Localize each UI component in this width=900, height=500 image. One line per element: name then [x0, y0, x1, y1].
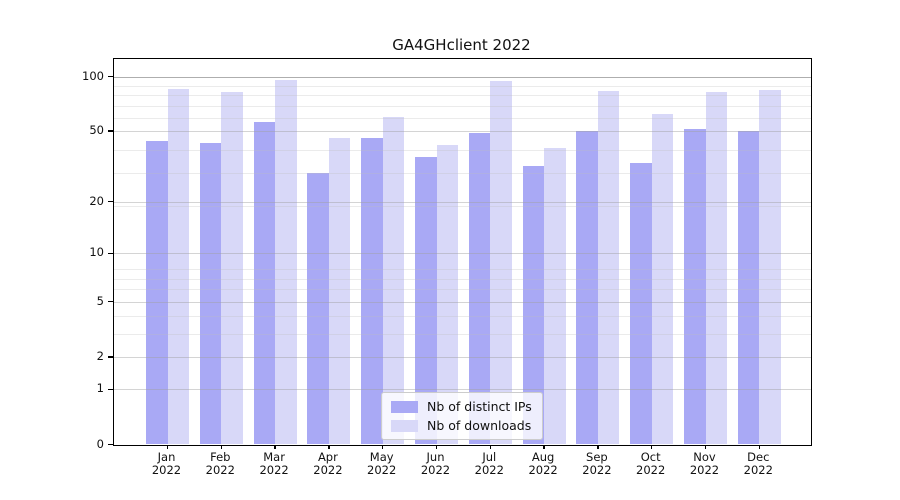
legend-swatch-downloads [391, 419, 418, 432]
x-tick-mark [489, 444, 491, 449]
y-tick-label: 100 [82, 68, 104, 83]
bar-distinct-ips-feb-2022 [199, 142, 222, 445]
bar-distinct-ips-may-2022 [361, 137, 383, 445]
x-tick-mark [435, 444, 438, 449]
y-tick-label: 2 [96, 348, 104, 363]
y-tick-label: 10 [89, 245, 104, 260]
bar-downloads-feb-2022 [221, 92, 243, 445]
y-tick-label: 1 [96, 381, 104, 396]
y-tick-label: 5 [96, 293, 104, 308]
y-tick-label: 50 [89, 122, 104, 137]
y-tick-mark [107, 252, 113, 254]
x-tick-mark [704, 444, 707, 449]
y-tick-label: 20 [89, 193, 104, 208]
y-tick-mark [107, 443, 113, 446]
x-tick-label: Jun 2022 [420, 449, 451, 477]
x-tick-mark [166, 444, 169, 449]
bar-distinct-ips-jul-2022 [468, 132, 491, 445]
legend-label-distinct-ips: Nb of distinct IPs [427, 399, 532, 414]
bar-downloads-jul-2022 [490, 81, 512, 445]
y-tick-mark [107, 75, 113, 78]
bar-distinct-ips-nov-2022 [684, 129, 706, 445]
minor-gridline [114, 85, 811, 87]
x-tick-label: May 2022 [367, 449, 397, 477]
legend-swatch-distinct-ips [391, 400, 418, 413]
plot-area: Nb of distinct IPs Nb of downloads [107, 58, 812, 449]
y-tick-mark [107, 356, 113, 358]
chart-title: GA4GHclient 2022 [392, 36, 531, 54]
x-tick-label: Sep 2022 [582, 449, 612, 477]
y-tick-mark [107, 388, 113, 390]
y-tick-label: 0 [96, 436, 104, 451]
x-tick-label: Apr 2022 [313, 449, 343, 477]
bar-distinct-ips-mar-2022 [253, 122, 276, 445]
x-tick-mark [758, 444, 760, 449]
bar-distinct-ips-sep-2022 [576, 130, 598, 445]
bar-downloads-oct-2022 [651, 114, 674, 445]
x-tick-label: Aug 2022 [528, 449, 558, 477]
bar-distinct-ips-dec-2022 [737, 130, 760, 445]
x-tick-mark [651, 444, 653, 449]
x-tick-label: Jan 2022 [151, 449, 182, 477]
legend-entry-downloads: Nb of downloads [391, 418, 532, 433]
y-tick-mark [107, 300, 113, 303]
bar-downloads-nov-2022 [705, 92, 727, 445]
y-tick-mark [107, 130, 113, 132]
bar-downloads-aug-2022 [544, 148, 566, 445]
bar-downloads-mar-2022 [275, 79, 297, 445]
x-tick-mark [274, 444, 276, 449]
major-gridline [114, 76, 811, 78]
y-tick-mark [107, 201, 113, 203]
bar-downloads-jan-2022 [167, 89, 189, 445]
bar-distinct-ips-apr-2022 [307, 173, 329, 445]
bar-downloads-dec-2022 [759, 90, 781, 445]
bar-distinct-ips-jan-2022 [146, 140, 168, 445]
x-tick-mark [543, 444, 545, 449]
bar-downloads-apr-2022 [328, 137, 351, 445]
bar-distinct-ips-aug-2022 [522, 165, 545, 445]
bar-downloads-sep-2022 [597, 91, 620, 445]
x-tick-label: Feb 2022 [205, 449, 235, 477]
legend-label-downloads: Nb of downloads [427, 418, 532, 433]
bar-downloads-jun-2022 [436, 144, 458, 445]
x-tick-mark [328, 444, 330, 449]
x-tick-label: Nov 2022 [689, 449, 720, 477]
legend: Nb of distinct IPs Nb of downloads [381, 392, 543, 440]
x-tick-label: Dec 2022 [743, 449, 773, 477]
x-tick-label: Jul 2022 [474, 449, 504, 477]
bar-distinct-ips-oct-2022 [630, 163, 652, 445]
x-tick-mark [220, 444, 222, 449]
x-tick-label: Mar 2022 [259, 449, 289, 477]
x-tick-label: Oct 2022 [636, 449, 666, 477]
x-tick-mark [382, 444, 384, 449]
x-tick-mark [597, 444, 599, 449]
bar-downloads-may-2022 [382, 116, 405, 445]
legend-entry-distinct-ips: Nb of distinct IPs [391, 399, 532, 414]
bar-distinct-ips-jun-2022 [415, 156, 437, 445]
